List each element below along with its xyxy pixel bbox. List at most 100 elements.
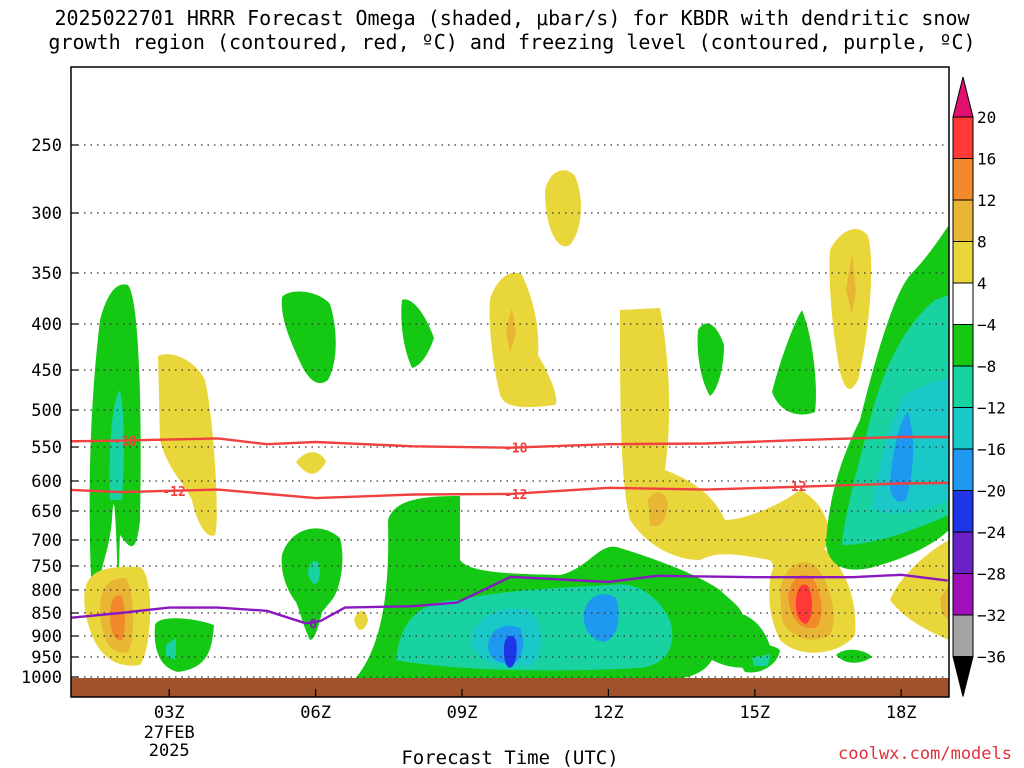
colorbar-swatch-2 <box>952 199 974 242</box>
shade-orange-lowleft <box>110 594 125 641</box>
shade-blue-12z-low <box>583 594 619 642</box>
colorbar-top-arrow <box>952 76 974 118</box>
shade-yellow-06z <box>296 452 326 474</box>
temperature-contours <box>71 435 948 625</box>
shade-gold-09z-upper <box>506 308 516 352</box>
plot-frame <box>70 66 950 698</box>
contour-line-2 <box>71 573 948 625</box>
chart-title-line-1: 2025022701 HRRR Forecast Omega (shaded, … <box>54 6 970 30</box>
colorbar-label-1: 16 <box>977 150 996 169</box>
y-tick-label-600: 600 <box>31 472 62 492</box>
shade-teal-06z-mid <box>308 560 320 584</box>
y-tick-label-550: 550 <box>31 438 62 458</box>
shade-yellow-07z-low <box>354 611 368 630</box>
colorbar-swatch-1 <box>952 158 974 201</box>
contour-label-0: -18 <box>114 435 138 450</box>
shade-teal-left-column <box>109 390 124 500</box>
colorbar-swatch-4 <box>952 282 974 325</box>
y-tick-label-700: 700 <box>31 531 62 551</box>
contour-line-1 <box>71 481 948 500</box>
colorbar-swatch-11 <box>952 573 974 616</box>
colorbar-bottom-arrow <box>952 656 974 697</box>
shade-green-lowleft-03z <box>154 618 214 672</box>
colorbar-swatch-12 <box>952 614 974 657</box>
colorbar-label-8: −16 <box>977 440 1006 459</box>
omega-shading <box>84 170 949 680</box>
colorbar: 20 16 12 8 4 −4 −8 −12 −16 −20 −24 −28 −32 −36 <box>952 76 1006 697</box>
colorbar-label-13: −36 <box>977 648 1006 667</box>
chart-title: 2025022701 HRRR Forecast Omega (shaded, … <box>0 6 1024 54</box>
shade-blue-right-tower <box>890 412 914 502</box>
shade-green-06z-mid <box>281 528 343 640</box>
colorbar-label-11: −28 <box>977 565 1006 584</box>
shade-gold-17z-upper <box>846 254 856 314</box>
colorbar-swatch-0 <box>952 116 974 159</box>
ground-terrain <box>71 678 949 697</box>
shade-green-08z <box>401 299 434 368</box>
y-tick-label-1000: 1000 <box>21 668 62 688</box>
x-date-label: 27FEB <box>144 723 195 743</box>
contour-label-4: 12 <box>791 480 807 495</box>
chart-title-line-2: growth region (contoured, red, ºC) and f… <box>48 30 976 54</box>
colorbar-swatch-7 <box>952 407 974 450</box>
colorbar-label-6: −8 <box>977 357 996 376</box>
colorbar-swatch-8 <box>952 448 974 491</box>
colorbar-label-5: −4 <box>977 316 996 335</box>
contour-label-2: -12 <box>162 485 185 500</box>
y-tick-label-500: 500 <box>31 401 62 421</box>
contour-line-0 <box>71 435 948 449</box>
y-tick-label-950: 950 <box>31 648 62 668</box>
colorbar-label-10: −24 <box>977 523 1006 542</box>
shade-green-17z-low <box>836 649 872 663</box>
shade-gold-19z-low <box>940 585 949 620</box>
colorbar-label-9: −20 <box>977 482 1006 501</box>
contour-label-5: 0 <box>309 617 317 632</box>
colorbar-swatch-6 <box>952 365 974 408</box>
y-tick-label-250: 250 <box>31 136 62 156</box>
colorbar-label-12: −32 <box>977 606 1006 625</box>
contour-label-1: -18 <box>504 442 528 457</box>
y-tick-label-800: 800 <box>31 581 62 601</box>
x-tick-label-12Z: 12Z <box>593 703 624 723</box>
y-tick-label-450: 450 <box>31 361 62 381</box>
colorbar-label-0: 20 <box>977 108 996 127</box>
y-tick-label-750: 750 <box>31 557 62 577</box>
y-tick-label-400: 400 <box>31 315 62 335</box>
colorbar-swatch-9 <box>952 490 974 533</box>
shade-darkblue-lowlevel-main <box>504 635 517 668</box>
shade-yellow-12z-column <box>620 308 830 575</box>
colorbar-swatch-5 <box>952 324 974 367</box>
colorbar-label-3: 8 <box>977 233 987 252</box>
shade-green-14z-upper <box>697 323 724 396</box>
x-tick-label-15Z: 15Z <box>739 703 770 723</box>
shade-yellow-09z-upper <box>489 272 557 408</box>
colorbar-label-7: −12 <box>977 399 1006 418</box>
x-year-label: 2025 <box>149 741 190 761</box>
x-tick-label-03Z: 03Z <box>154 703 185 723</box>
y-tick-label-300: 300 <box>31 204 62 224</box>
shade-yellow-17z-upper <box>829 228 872 389</box>
shade-yellow-11z-top <box>545 170 582 247</box>
y-axis: 250 300 350 400 450 500 550 600 650 700 750 800 850 9… <box>21 136 78 688</box>
x-tick-label-09Z: 09Z <box>447 703 478 723</box>
x-tick-label-18Z: 18Z <box>886 703 917 723</box>
shade-yellow-left <box>158 354 217 536</box>
shade-teal-lowleft-03z <box>166 638 176 660</box>
colorbar-label-4: 4 <box>977 274 987 293</box>
shade-red-16z-low <box>795 584 813 624</box>
contour-label-3: -12 <box>504 488 527 503</box>
x-tick-label-06Z: 06Z <box>300 703 331 723</box>
shade-teal-15z-low <box>752 654 770 666</box>
x-axis-label: Forecast Time (UTC) <box>401 747 618 768</box>
y-tick-label-350: 350 <box>31 264 62 284</box>
contour-labels: -18 -18 -12 -12 12 0 <box>114 435 807 633</box>
colorbar-label-2: 12 <box>977 191 996 210</box>
colorbar-swatch-10 <box>952 531 974 574</box>
y-tick-label-900: 900 <box>31 627 62 647</box>
y-tick-label-850: 850 <box>31 604 62 624</box>
credit-text: coolwx.com/models <box>838 744 1012 764</box>
y-tick-label-650: 650 <box>31 502 62 522</box>
shade-gold-13z <box>648 492 668 527</box>
